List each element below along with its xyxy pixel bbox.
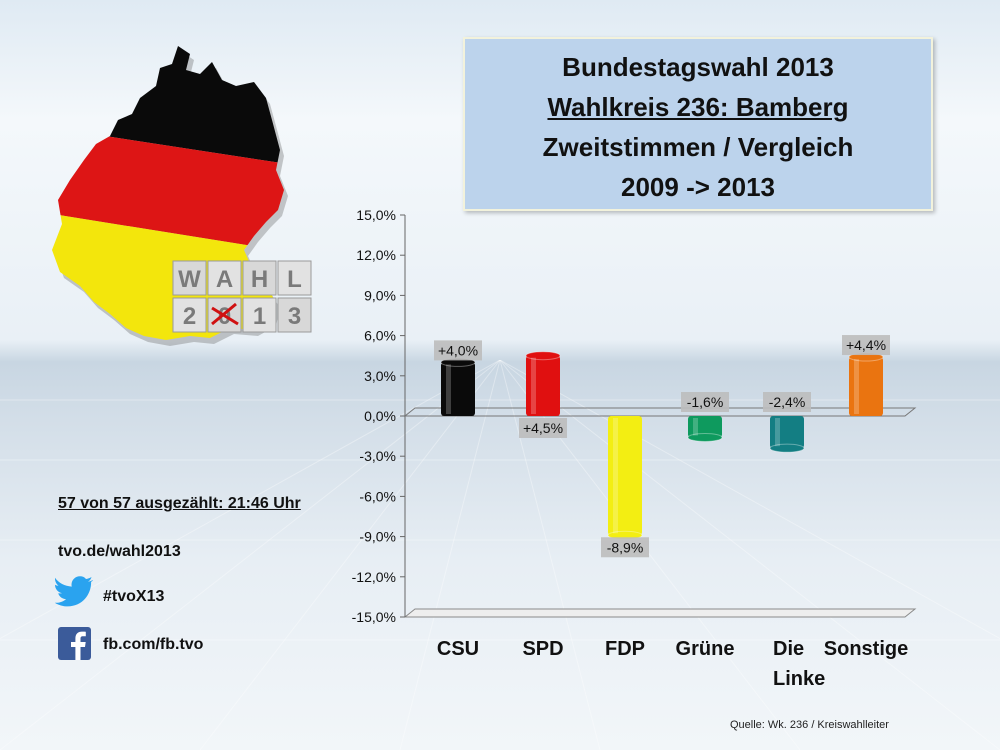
data-label: +4,0% <box>438 342 478 358</box>
x-category-label: Die Linke <box>773 638 825 690</box>
bar <box>688 416 722 438</box>
bar-cap <box>687 432 723 442</box>
chart-subtitle-district: Wahlkreis 236: Bamberg <box>547 92 849 122</box>
chart-title: Bundestagswahl 2013 <box>562 52 834 82</box>
logo-letter: L <box>287 266 302 293</box>
data-label: +4,5% <box>523 420 563 436</box>
y-tick-label: -15,0% <box>352 609 396 625</box>
bar-cap <box>769 443 805 453</box>
x-category-label: CSU <box>437 638 479 660</box>
bar <box>526 355 560 416</box>
bar-cap <box>525 351 561 361</box>
x-category-label: Sonstige <box>824 638 908 660</box>
logo-letter: A <box>216 266 233 293</box>
source-note: Quelle: Wk. 236 / Kreiswahlleiter <box>730 719 889 731</box>
bar <box>770 416 804 449</box>
logo-digit: 1 <box>253 303 266 330</box>
y-tick-label: -9,0% <box>359 529 396 545</box>
bar-highlight <box>854 359 859 414</box>
count-status: 57 von 57 ausgezählt: 21:46 Uhr <box>58 495 301 512</box>
y-tick-label: -3,0% <box>359 448 396 464</box>
x-category-label: SPD <box>522 638 563 660</box>
data-label-bg <box>434 340 482 361</box>
data-label: -1,6% <box>687 394 724 410</box>
data-label-bg <box>601 537 649 558</box>
data-label: +4,4% <box>846 337 886 353</box>
y-tick-label: 0,0% <box>364 408 396 424</box>
logo-digit: 3 <box>288 303 301 330</box>
data-label-bg <box>842 335 890 356</box>
data-label-bg <box>681 392 729 412</box>
y-tick-label: 3,0% <box>364 368 396 384</box>
twitter-icon <box>55 576 93 607</box>
x-category-label: FDP <box>605 638 645 660</box>
facebook-link[interactable]: fb.com/fb.tvo <box>103 636 204 653</box>
zero-baseline <box>403 407 917 417</box>
bar-highlight <box>693 418 698 436</box>
logo-letter: H <box>251 266 268 293</box>
twitter-handle[interactable]: #tvoX13 <box>103 588 165 605</box>
data-label: -8,9% <box>607 539 644 555</box>
logo-letter: W <box>178 266 201 293</box>
wahl-2013-logo: W A H L 2 0 1 3 <box>172 260 312 333</box>
y-tick-label: 15,0% <box>356 207 396 223</box>
chart-title-box: Bundestagswahl 2013 Wahlkreis 236: Bambe… <box>463 37 933 211</box>
bar-highlight <box>775 418 780 447</box>
y-tick-label: -12,0% <box>352 569 396 585</box>
bar-highlight <box>446 364 451 414</box>
floor-background <box>0 360 1000 750</box>
y-tick-label: 6,0% <box>364 328 396 344</box>
logo-digit: 2 <box>183 303 196 330</box>
bar <box>849 357 883 416</box>
y-tick-label: 12,0% <box>356 247 396 263</box>
facebook-icon <box>58 627 91 660</box>
bar <box>608 416 642 536</box>
bar-highlight <box>613 418 618 534</box>
ballot-cross-icon <box>211 302 239 326</box>
data-label: -2,4% <box>769 394 806 410</box>
chart-subtitle-period: 2009 -> 2013 <box>621 172 775 202</box>
y-tick-label: -6,0% <box>359 488 396 504</box>
bar-highlight <box>531 357 536 414</box>
data-label-bg <box>763 392 811 412</box>
chart-subtitle-type: Zweitstimmen / Vergleich <box>542 132 854 162</box>
website-link[interactable]: tvo.de/wahl2013 <box>58 543 181 560</box>
data-label-bg <box>519 418 567 438</box>
x-category-label: Grüne <box>676 638 735 660</box>
y-tick-label: 9,0% <box>364 287 396 303</box>
chart-floor <box>403 608 917 618</box>
bar <box>441 362 475 416</box>
